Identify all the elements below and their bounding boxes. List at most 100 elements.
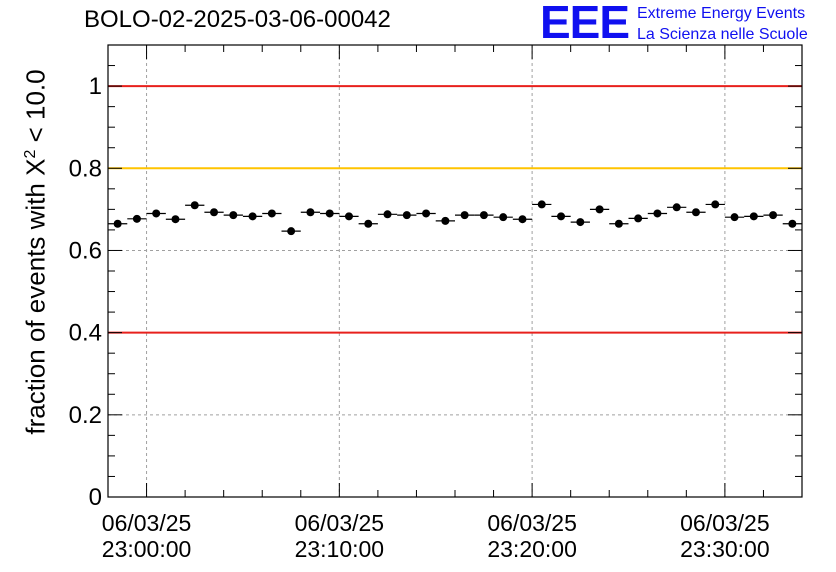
data-point [667,203,687,212]
data-point [455,211,475,220]
data-point [628,214,648,223]
data-point-marker [364,219,373,228]
data-point [262,209,282,218]
data-point [609,219,629,228]
data-point [782,219,802,228]
data-point-marker [422,209,431,218]
data-point-marker [132,214,141,223]
data-point-marker [711,200,720,209]
data-point [204,208,224,217]
data-point [744,212,764,221]
data-point [763,211,783,220]
y-axis-label-suffix: < 10.0 [20,69,51,150]
y-tick-label: 0.2 [69,402,102,429]
data-point [512,215,533,224]
x-tick-label-date: 06/03/25 [487,510,577,536]
y-axis-label: fraction of events with X2 < 10.0 [21,69,52,434]
data-point-marker [691,208,700,217]
data-point [686,208,706,217]
y-tick-label: 1 [89,73,102,100]
x-tick-label-date: 06/03/25 [680,510,770,536]
y-tick-label: 0.8 [69,155,102,182]
data-point [108,219,128,228]
data-point-marker [287,227,296,236]
data-point [300,208,321,217]
y-axis-label-exponent: 2 [21,149,39,159]
x-tick-label-date: 06/03/25 [102,510,192,536]
data-point-marker [229,211,238,220]
axis-ticks [107,44,803,498]
data-point-marker [730,213,739,222]
data-point-marker [576,218,585,227]
data-point [320,209,340,218]
y-axis-label-prefix: fraction of events with X [20,158,51,435]
data-point-marker [749,212,758,221]
data-point-marker [557,212,566,221]
data-point [223,211,243,220]
data-point [724,213,745,222]
data-point-marker [383,210,392,219]
data-point-marker [344,212,353,221]
data-point [589,205,610,214]
data-point [493,213,513,222]
data-point-marker [788,219,797,228]
data-point [165,215,186,224]
eee-logo-mark: EEE [540,0,630,48]
data-point-marker [402,211,411,220]
data-point-marker [537,200,546,209]
data-point-marker [614,219,623,228]
plot-frame [107,44,803,498]
data-point-marker [248,212,257,221]
data-point [570,218,590,227]
data-point [532,200,552,209]
x-tick-label-date: 06/03/25 [295,510,385,536]
logo-tagline-2: La Scienza nelle Scuole [637,26,808,43]
data-point-marker [634,214,643,223]
data-point [435,216,455,225]
data-point [185,201,205,210]
data-point-marker [441,216,450,225]
data-point-marker [595,205,604,214]
data-point [551,212,571,221]
data-point-marker [499,213,508,222]
x-tick-label-time: 23:30:00 [680,536,770,562]
data-point [127,214,147,223]
data-point-marker [306,208,315,217]
x-tick-label-time: 23:20:00 [487,536,577,562]
data-point [358,219,378,228]
tick-labels: 00.20.40.60.8106/03/2523:00:0006/03/2523… [69,73,770,562]
y-tick-label: 0.6 [69,237,102,264]
data-point-marker [171,215,180,224]
data-point-marker [325,209,334,218]
data-point-marker [267,209,276,218]
data-point-marker [190,201,199,210]
data-point-marker [769,211,778,220]
logo-tagline-1: Extreme Energy Events [637,5,806,22]
data-point-marker [479,211,488,220]
y-tick-label: 0 [89,484,102,511]
data-point [705,200,725,209]
data-point-marker [672,203,681,212]
y-tick-label: 0.4 [69,320,102,347]
data-point [647,209,668,218]
data-point [146,209,166,218]
data-point [377,210,398,219]
data-point [416,209,436,218]
data-points [108,200,802,236]
data-point [339,212,359,221]
grid-layer [108,45,802,497]
data-point-marker [653,209,662,218]
data-point-marker [518,215,527,224]
data-point [281,227,301,236]
data-point-marker [210,208,219,217]
x-tick-label-time: 23:00:00 [102,536,192,562]
data-point-marker [460,211,469,220]
chart-title: BOLO-02-2025-03-06-00042 [84,6,391,33]
x-tick-label-time: 23:10:00 [295,536,385,562]
reference-lines [108,85,802,334]
data-point [474,211,494,220]
data-point-marker [113,219,122,228]
data-point-marker [152,209,161,218]
data-point [242,212,263,221]
